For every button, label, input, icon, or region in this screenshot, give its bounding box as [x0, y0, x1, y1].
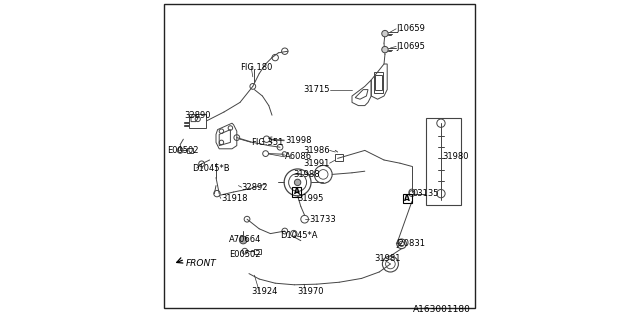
Text: E00502: E00502: [167, 146, 198, 155]
Text: FIG.180: FIG.180: [240, 63, 273, 72]
Circle shape: [239, 236, 247, 244]
Text: FIG.351: FIG.351: [251, 138, 284, 147]
Text: J10659: J10659: [397, 24, 426, 33]
Text: FRONT: FRONT: [186, 260, 217, 268]
Text: A: A: [294, 188, 300, 196]
Bar: [189, 114, 206, 128]
Text: 31995: 31995: [298, 194, 324, 203]
Text: 31970: 31970: [298, 287, 324, 296]
Bar: [375, 75, 381, 90]
Text: E00502: E00502: [229, 250, 260, 259]
Text: 31998: 31998: [285, 136, 311, 145]
Bar: [403, 194, 412, 203]
Bar: [254, 249, 261, 254]
Text: 31980: 31980: [442, 152, 468, 161]
Text: 32890: 32890: [184, 111, 211, 120]
Bar: [292, 187, 301, 197]
Text: 31988: 31988: [292, 170, 319, 179]
Text: 31918: 31918: [221, 194, 247, 203]
Circle shape: [381, 30, 388, 37]
Bar: [187, 148, 193, 153]
Text: 03135: 03135: [413, 189, 439, 198]
Text: D1045*B: D1045*B: [192, 164, 230, 172]
Circle shape: [294, 179, 301, 186]
Text: A70664: A70664: [229, 236, 261, 244]
Bar: [335, 154, 344, 161]
Text: 31715: 31715: [303, 85, 330, 94]
Text: J20831: J20831: [397, 239, 426, 248]
Text: 32892: 32892: [242, 183, 268, 192]
Text: 31924: 31924: [251, 287, 278, 296]
Bar: [374, 72, 383, 93]
Text: A: A: [404, 194, 410, 203]
Text: D1045*A: D1045*A: [280, 231, 317, 240]
Circle shape: [381, 46, 388, 53]
Text: A163001180: A163001180: [413, 305, 470, 314]
Text: 31991: 31991: [303, 159, 330, 168]
Text: 31733: 31733: [309, 215, 335, 224]
Text: J10695: J10695: [397, 42, 426, 51]
Text: 31986: 31986: [303, 146, 330, 155]
Text: A6086: A6086: [285, 152, 312, 161]
Bar: [426, 118, 461, 205]
Text: 31981: 31981: [374, 254, 401, 263]
